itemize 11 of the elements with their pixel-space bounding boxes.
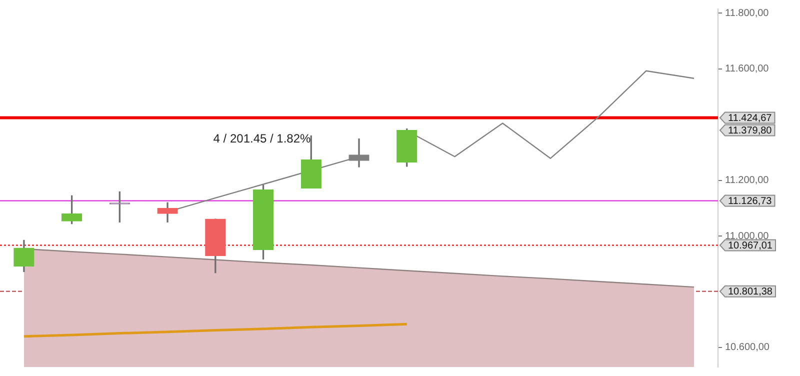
text: 11.379,80 bbox=[728, 125, 772, 136]
y-tick-label: 10.600,00 bbox=[725, 342, 770, 354]
ref-line-label: 10.801,38 bbox=[728, 286, 773, 298]
ref-line-label: 10.967,01 bbox=[728, 240, 773, 252]
ref-line-label: 11.126,73 bbox=[728, 196, 772, 207]
ref-line-label: 11.424,67 bbox=[728, 112, 772, 124]
y-tick-label: 11.600,00 bbox=[725, 64, 770, 75]
y-tick-label: 11.800,00 bbox=[725, 8, 770, 19]
y-tick-label: 11.000,00 bbox=[725, 230, 770, 242]
y-tick-label: 11.200,00 bbox=[725, 175, 770, 186]
annotation: 4 / 201.45 / 1.82% bbox=[213, 131, 312, 146]
